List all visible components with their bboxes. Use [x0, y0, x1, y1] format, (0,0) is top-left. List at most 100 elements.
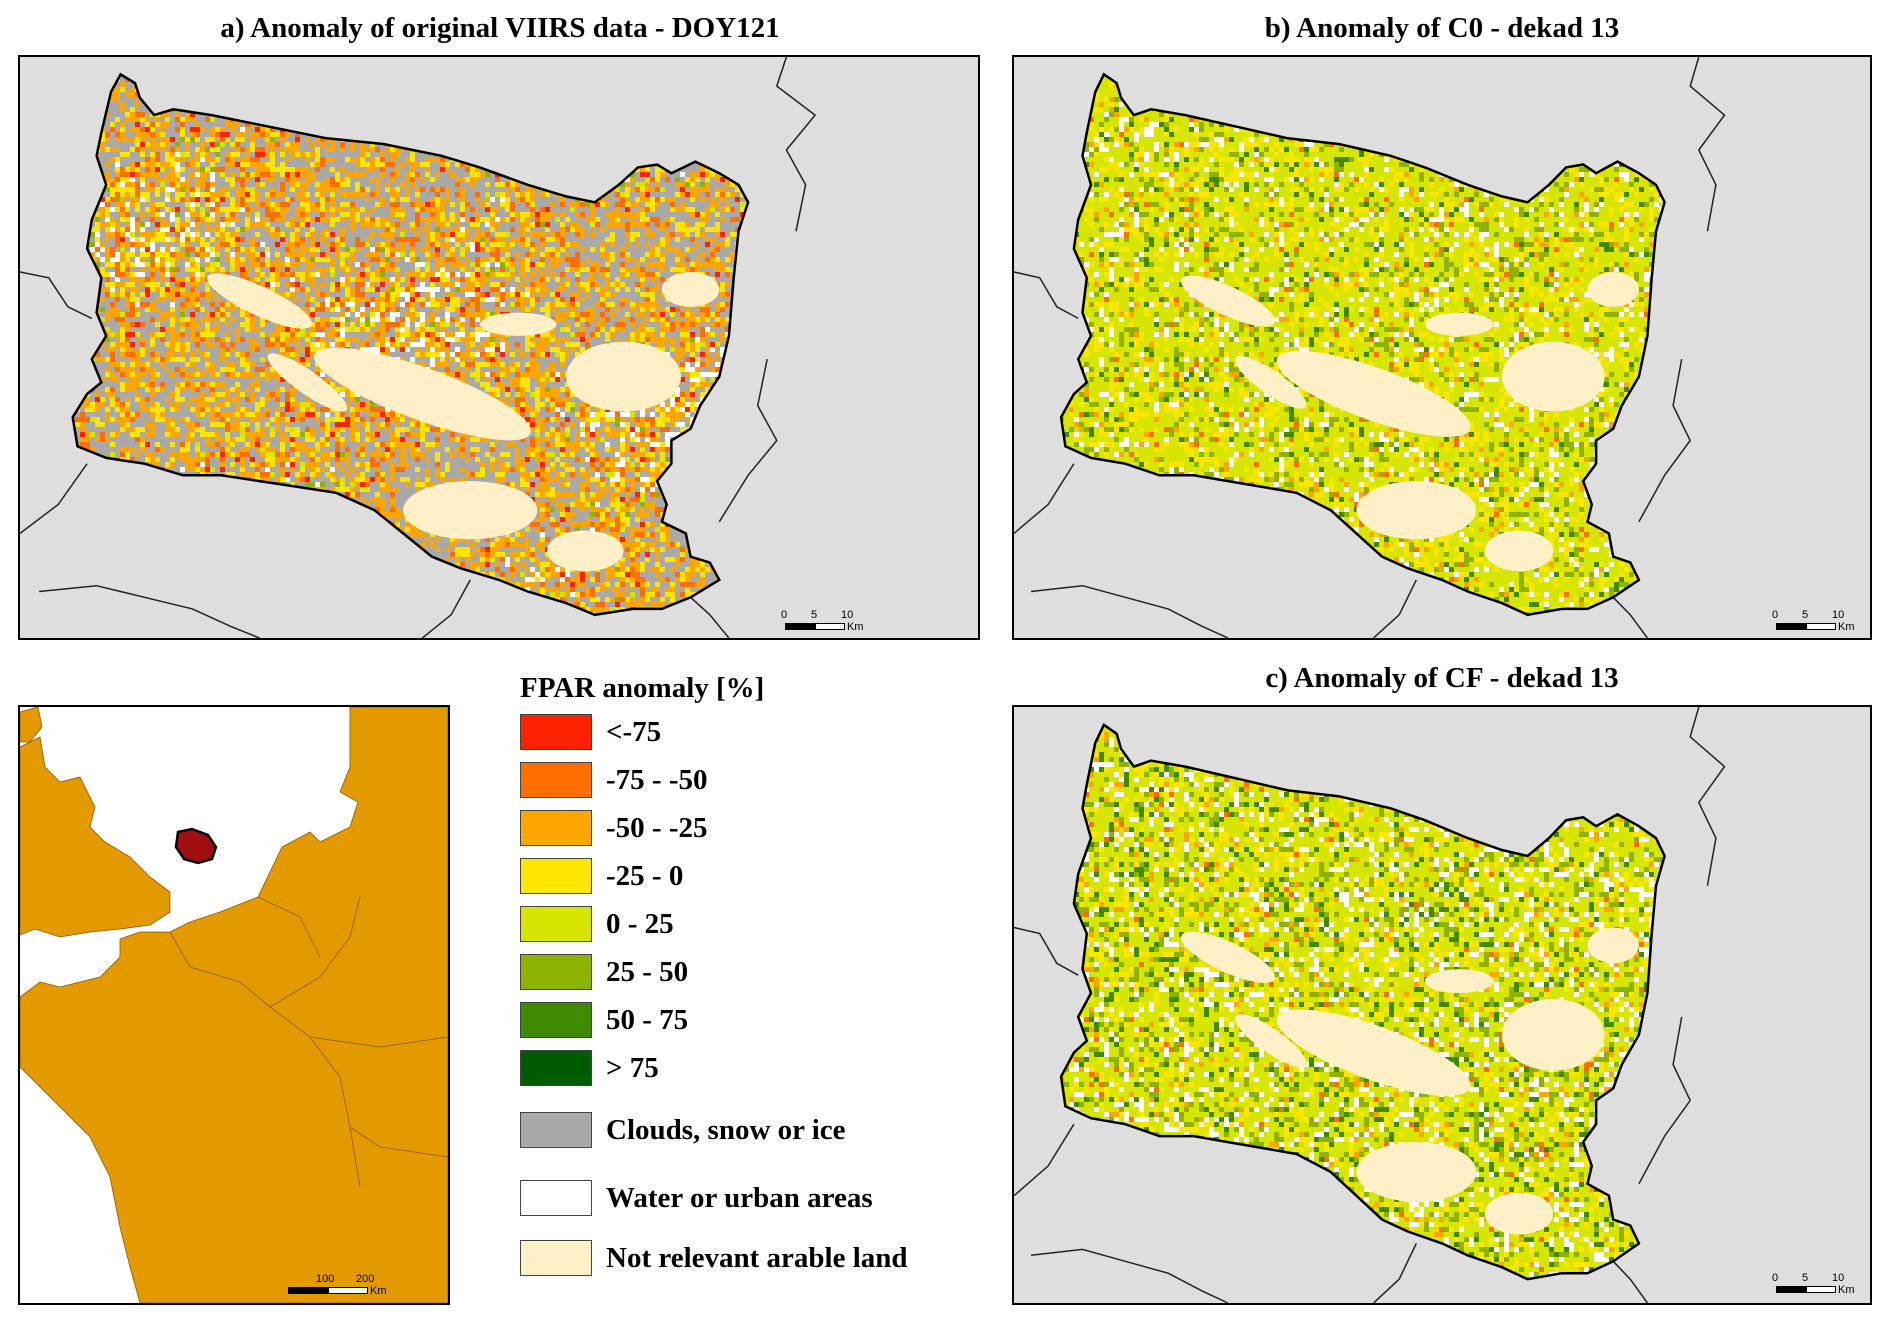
not-relevant-land-area: [662, 272, 719, 307]
admin-border-line: [1690, 707, 1724, 886]
legend-title: FPAR anomaly [%]: [520, 672, 764, 705]
legend-label: <-75: [606, 716, 661, 749]
scalebar-tick: 10: [1832, 609, 1844, 621]
scalebar-unit: Km: [370, 1285, 387, 1297]
scalebar-tick: 100: [316, 1273, 334, 1285]
not-relevant-land-area: [480, 313, 557, 336]
scalebar-tick: 10: [1832, 1272, 1844, 1284]
legend-swatch: [520, 714, 592, 750]
admin-border-line: [1031, 1249, 1228, 1303]
scalebar-unit: Km: [1838, 621, 1855, 633]
locator-scalebar: 100 200 Km: [288, 1273, 418, 1297]
not-relevant-land-area: [1485, 531, 1553, 572]
admin-border-line: [1374, 580, 1417, 638]
britain-land: [20, 737, 170, 937]
legend-item: 50 - 75: [520, 1000, 688, 1040]
legend-label: 50 - 75: [606, 1004, 688, 1037]
scalebar-tick: 0: [781, 609, 787, 621]
legend-item: 0 - 25: [520, 904, 674, 944]
admin-border-line: [1014, 272, 1078, 318]
legend-swatch: [520, 762, 592, 798]
admin-border-line: [1014, 1124, 1074, 1196]
admin-border-line: [422, 580, 470, 638]
scalebar-tick: 5: [1802, 609, 1808, 621]
legend-item: Water or urban areas: [520, 1178, 873, 1218]
legend-label: > 75: [606, 1052, 659, 1085]
panel-a-title: a) Anomaly of original VIIRS data - DOY1…: [20, 12, 980, 45]
legend-swatch: [520, 1240, 592, 1276]
scalebar-a: 0 5 10 Km: [785, 609, 875, 633]
legend-swatch: [520, 906, 592, 942]
not-relevant-land-area: [1588, 928, 1639, 964]
panel-b-title: b) Anomaly of C0 - dekad 13: [1012, 12, 1872, 45]
admin-border-line: [1690, 57, 1724, 231]
legend-swatch: [520, 810, 592, 846]
not-relevant-land-area: [1425, 313, 1493, 336]
not-relevant-land-area: [403, 481, 537, 539]
scalebar-c: 0 5 10 Km: [1776, 1272, 1866, 1296]
anomaly-map-c: [1014, 707, 1870, 1303]
map-panel-c: 0 5 10 Km: [1012, 705, 1872, 1305]
legend-label: -25 - 0: [606, 860, 683, 893]
map-panel-a: 0 5 10 Km: [18, 55, 980, 640]
panel-c-title: c) Anomaly of CF - dekad 13: [1012, 662, 1872, 695]
admin-border-line: [1613, 1261, 1647, 1303]
legend-swatch: [520, 1180, 592, 1216]
legend-item: <-75: [520, 712, 661, 752]
admin-border-line: [691, 597, 729, 638]
scalebar-tick: 5: [1802, 1272, 1808, 1284]
admin-border-line: [1014, 464, 1074, 534]
admin-border-line: [1639, 359, 1690, 522]
not-relevant-land-area: [566, 342, 681, 412]
legend-label: 25 - 50: [606, 956, 688, 989]
admin-border-line: [1613, 597, 1647, 638]
legend-swatch: [520, 1002, 592, 1038]
not-relevant-land-area: [1485, 1193, 1553, 1235]
not-relevant-land-area: [1425, 969, 1493, 993]
legend-label: Water or urban areas: [606, 1182, 873, 1215]
not-relevant-land-area: [1502, 999, 1605, 1071]
admin-border-line: [1014, 928, 1078, 976]
anomaly-pixels: [20, 57, 978, 638]
scalebar-tick: 10: [841, 609, 853, 621]
legend-item: -50 - -25: [520, 808, 707, 848]
not-relevant-land-area: [1356, 481, 1476, 539]
anomaly-map-a: [20, 57, 978, 638]
legend-swatch: [520, 1050, 592, 1086]
legend-item: -25 - 0: [520, 856, 683, 896]
not-relevant-land-area: [1588, 272, 1639, 307]
legend-label: 0 - 25: [606, 908, 674, 941]
admin-border-line: [39, 586, 259, 638]
scalebar-tick: 200: [356, 1273, 374, 1285]
scalebar-unit: Km: [847, 621, 864, 633]
oise-region: [176, 829, 216, 863]
scalebar-tick: 0: [1772, 1272, 1778, 1284]
legend-label: Not relevant arable land: [606, 1242, 908, 1275]
legend-label: Clouds, snow or ice: [606, 1114, 846, 1147]
scalebar-b: 0 5 10 Km: [1776, 609, 1866, 633]
scalebar-tick: 0: [1772, 609, 1778, 621]
admin-border-line: [719, 359, 777, 522]
legend-item: > 75: [520, 1048, 659, 1088]
admin-border-line: [1374, 1243, 1417, 1303]
anomaly-pixels: [1014, 57, 1870, 638]
not-relevant-land-area: [1356, 1142, 1476, 1202]
legend-label: -50 - -25: [606, 812, 707, 845]
map-panel-b: 0 5 10 Km: [1012, 55, 1872, 640]
admin-border-line: [20, 272, 92, 318]
anomaly-pixels: [1014, 707, 1870, 1303]
locator-map-svg: [20, 707, 448, 1303]
anomaly-map-b: [1014, 57, 1870, 638]
scalebar-unit: Km: [1838, 1284, 1855, 1296]
not-relevant-land-area: [547, 531, 624, 572]
locator-map: 100 200 Km: [18, 705, 450, 1305]
admin-border-line: [1639, 1017, 1690, 1184]
not-relevant-land-area: [1502, 342, 1605, 412]
legend-swatch: [520, 954, 592, 990]
admin-border-line: [20, 464, 87, 534]
admin-border-line: [777, 57, 815, 231]
legend-swatch: [520, 1112, 592, 1148]
legend-label: -75 - -50: [606, 764, 707, 797]
legend-item: -75 - -50: [520, 760, 707, 800]
legend-item: 25 - 50: [520, 952, 688, 992]
